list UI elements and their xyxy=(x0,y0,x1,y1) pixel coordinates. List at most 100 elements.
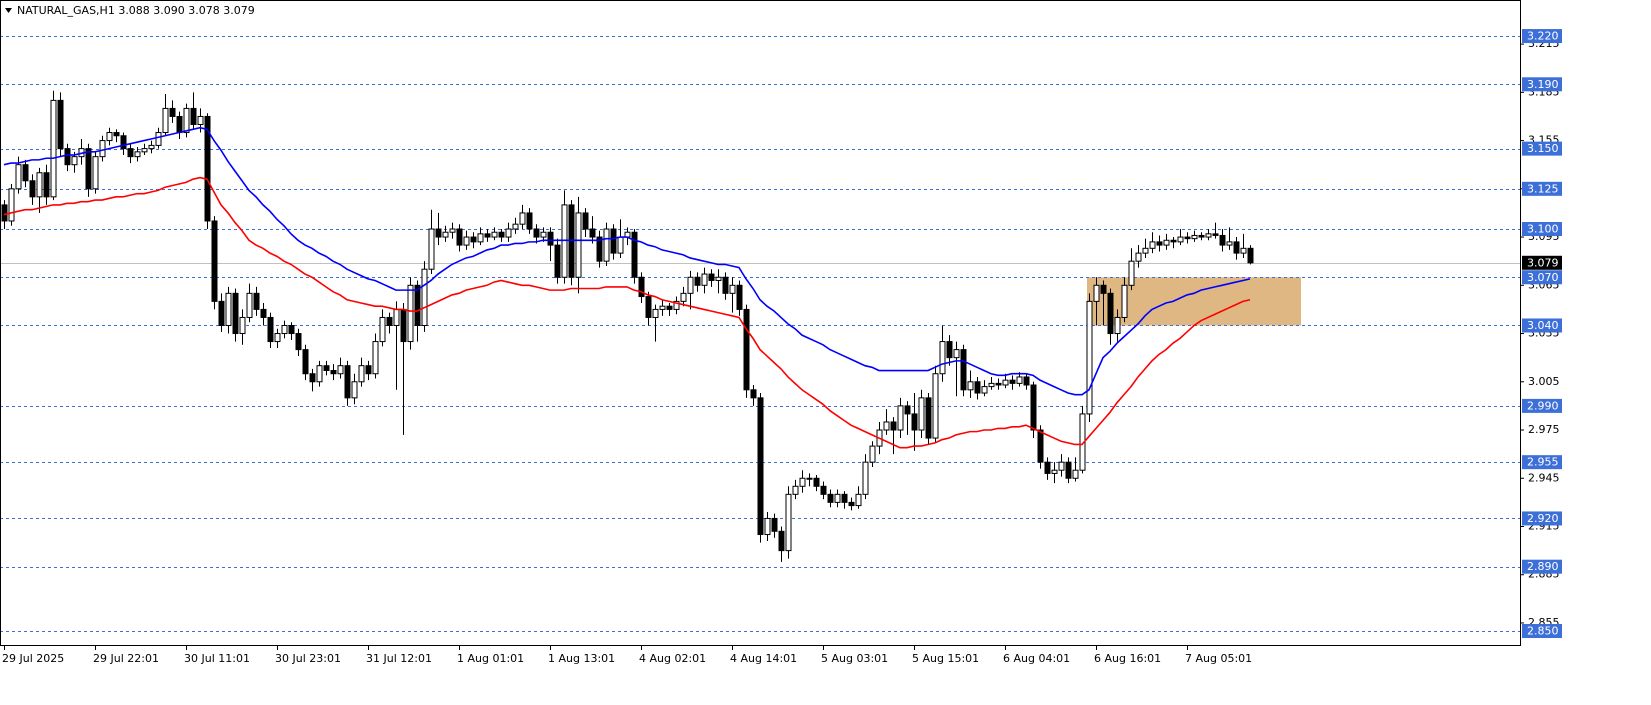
candle-body xyxy=(568,204,575,278)
candle-body xyxy=(169,107,176,117)
candle-body xyxy=(337,365,344,375)
candle-body xyxy=(981,386,988,394)
candle-body xyxy=(827,493,834,503)
candle-body xyxy=(1086,300,1093,415)
candle-body xyxy=(701,273,708,286)
candle-body xyxy=(120,135,127,150)
level-label: 3.125 xyxy=(1527,182,1559,195)
candle-body xyxy=(1121,284,1128,318)
candle-body xyxy=(309,373,316,383)
x-tick-label: 5 Aug 03:01 xyxy=(821,652,888,665)
candle-body xyxy=(841,493,848,503)
candle-body xyxy=(106,132,113,142)
candle-body xyxy=(603,228,610,262)
candle-body xyxy=(176,115,183,134)
candle-body xyxy=(995,382,1002,386)
candle-body xyxy=(869,445,876,463)
candle-body xyxy=(1198,234,1205,238)
level-label-box xyxy=(1522,222,1562,237)
candle-body xyxy=(757,397,764,536)
candle-body xyxy=(1058,461,1065,471)
candle-body xyxy=(183,107,190,134)
candle-body xyxy=(512,223,519,230)
level-label: 2.955 xyxy=(1527,456,1559,469)
candle-body xyxy=(848,501,855,507)
x-tick-label: 4 Aug 14:01 xyxy=(730,652,797,665)
candle-body xyxy=(904,405,911,415)
candle-body xyxy=(1072,469,1079,479)
candle-body xyxy=(1016,376,1023,384)
candle-body xyxy=(477,233,484,243)
candle-body xyxy=(400,308,407,343)
candle-body xyxy=(834,493,841,503)
x-tick-label: 6 Aug 04:01 xyxy=(1003,652,1070,665)
axis-layer: 3.2153.1853.1553.1253.0953.0653.0353.005… xyxy=(2,29,1562,665)
candle-body xyxy=(64,148,71,166)
candle-body xyxy=(638,276,645,298)
candle-body xyxy=(148,144,155,150)
candle-body xyxy=(855,493,862,507)
candle-body xyxy=(260,308,267,318)
candle-body xyxy=(71,156,78,166)
candle-body xyxy=(218,300,225,326)
candle-body xyxy=(239,316,246,335)
candle-body xyxy=(15,164,22,190)
candle-body xyxy=(36,172,43,198)
moving-average xyxy=(3,176,1251,449)
candle-body xyxy=(57,99,64,150)
candle-body xyxy=(470,236,477,243)
level-layer xyxy=(0,36,1520,632)
candle-body xyxy=(141,148,148,153)
level-label: 3.040 xyxy=(1527,319,1559,332)
candle-body xyxy=(631,231,638,278)
candle-body xyxy=(1191,234,1198,240)
candle-body xyxy=(750,389,757,399)
candle-body xyxy=(799,477,806,487)
candle-body xyxy=(1163,239,1170,246)
x-tick-label: 29 Jul 2025 xyxy=(2,652,64,665)
candle-body xyxy=(715,276,722,281)
candle-body xyxy=(778,530,785,552)
candle-body xyxy=(442,231,449,238)
candle-body xyxy=(134,151,141,158)
candle-body xyxy=(939,341,946,375)
candle-body xyxy=(1009,379,1016,384)
candle-body xyxy=(1233,241,1240,254)
plot-frame xyxy=(0,0,1521,646)
candle-body xyxy=(897,405,904,431)
candle-body xyxy=(652,308,659,318)
candle-body xyxy=(365,365,372,375)
candle-body xyxy=(1142,247,1149,254)
candle-body xyxy=(554,244,561,278)
level-label: 3.190 xyxy=(1527,78,1559,91)
candle-body xyxy=(407,284,414,343)
candle-body xyxy=(694,276,701,286)
candle-body xyxy=(1184,236,1191,240)
candle-body xyxy=(491,231,498,238)
candle-body xyxy=(596,236,603,262)
candle-body xyxy=(274,333,281,343)
menu-arrow[interactable] xyxy=(5,8,12,13)
candle-body xyxy=(29,180,36,198)
candle-body xyxy=(330,370,337,375)
candle-body xyxy=(519,212,526,225)
level-label-box xyxy=(1522,29,1562,44)
x-tick-label: 30 Jul 11:01 xyxy=(184,652,250,665)
candle-body xyxy=(99,140,106,158)
candle-body xyxy=(295,333,302,351)
candle-body xyxy=(680,292,687,302)
last-price-box xyxy=(1522,255,1562,270)
candle-body xyxy=(379,316,386,343)
candle-body xyxy=(1044,461,1051,474)
candle-body xyxy=(204,115,211,222)
y-tick-label: 2.975 xyxy=(1528,423,1560,436)
candle-body xyxy=(1051,469,1058,474)
candle-body xyxy=(1205,233,1212,238)
candle-body xyxy=(393,308,400,326)
candle-body xyxy=(960,349,967,391)
candle-body xyxy=(414,284,421,326)
candle-body xyxy=(1093,284,1100,302)
candle-body xyxy=(1212,233,1219,236)
candle-body xyxy=(743,308,750,391)
